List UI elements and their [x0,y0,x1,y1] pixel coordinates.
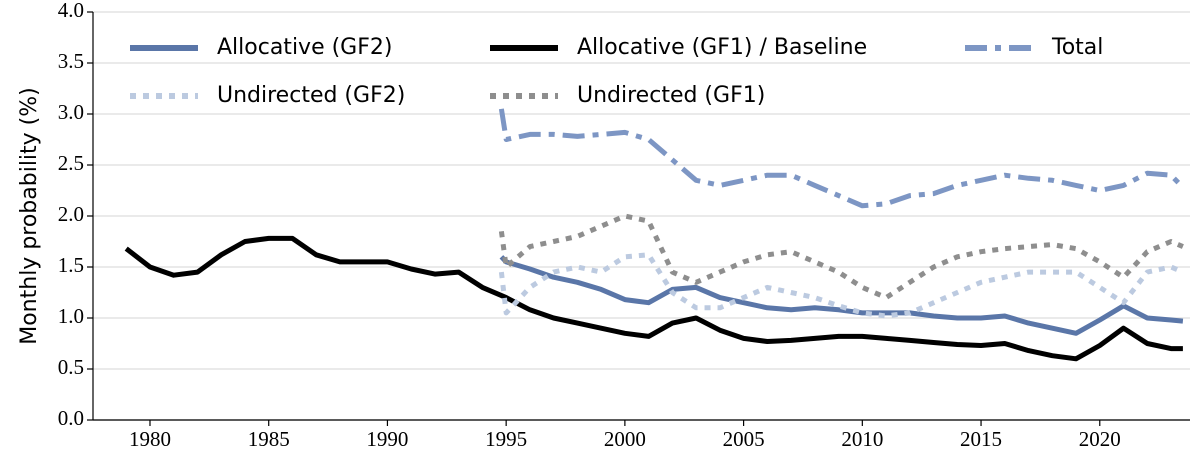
y-axis-label: Monthly probability (%) [17,87,42,345]
series-line [124,235,1183,362]
series-line [498,213,1184,301]
y-tick-label: 1.0 [58,304,84,328]
y-tick-label: 2.5 [58,151,84,175]
legend-label: Undirected (GF1) [577,83,765,108]
x-tick-label: 2005 [723,427,765,451]
x-tick-label: 1980 [129,427,171,451]
y-tick-label: 1.5 [58,253,84,277]
y-tick-label: 4.0 [58,0,84,22]
legend-label: Allocative (GF2) [217,35,392,60]
x-tick-label: 1990 [366,427,408,451]
x-tick-label: 2000 [604,427,646,451]
series-line [499,255,1184,336]
x-tick-label: 2015 [960,427,1002,451]
y-tick-label: 3.0 [58,100,84,124]
series-line [498,252,1184,319]
legend-label: Undirected (GF2) [217,83,405,108]
x-tick-label: 1995 [485,427,527,451]
x-tick-label: 1985 [248,427,290,451]
legend-label: Allocative (GF1) / Baseline [577,35,867,60]
y-tick-label: 3.5 [58,49,84,73]
x-tick-label: 2020 [1079,427,1121,451]
y-tick-label: 0.5 [58,355,84,379]
y-tick-label: 2.0 [58,202,84,226]
y-tick-label: 0.0 [58,406,84,430]
series-line [498,108,1185,209]
legend-label: Total [1051,35,1103,60]
x-tick-label: 2010 [841,427,883,451]
